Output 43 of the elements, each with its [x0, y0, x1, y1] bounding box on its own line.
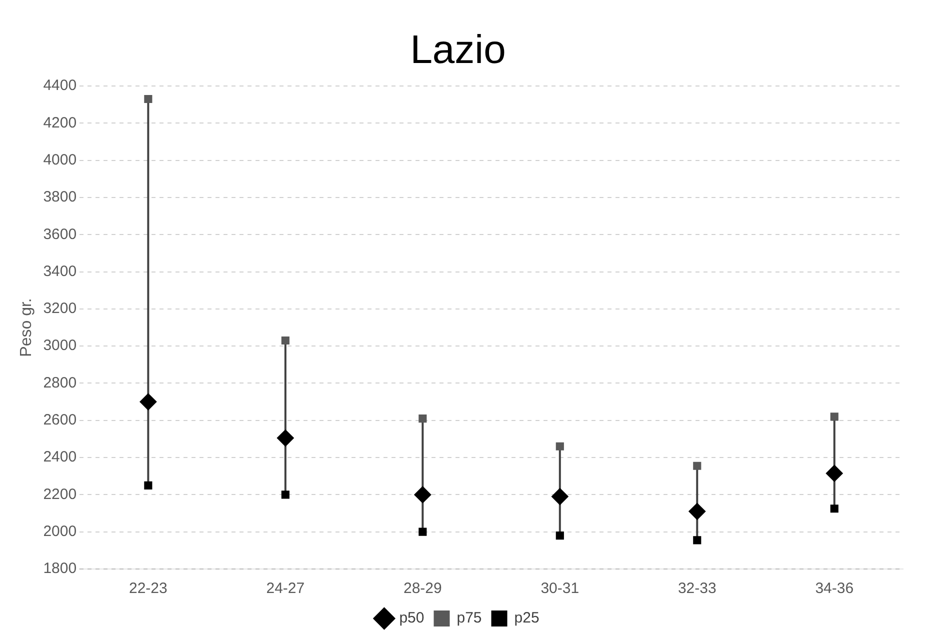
point — [830, 504, 838, 513]
point — [144, 94, 152, 104]
point — [693, 462, 702, 470]
y-tick-label: 4400 — [43, 77, 77, 94]
y-tick-label: 2000 — [43, 522, 77, 540]
y-tick-label: 3800 — [43, 188, 77, 206]
x-tick-label: 32-33 — [678, 580, 716, 598]
point — [551, 488, 568, 506]
point — [826, 464, 843, 482]
x-tick-label: 30-31 — [540, 580, 580, 598]
legend-label: p25 — [514, 610, 540, 627]
point — [276, 430, 294, 447]
x-tick-label: 28-29 — [403, 580, 442, 598]
y-tick-label: 4200 — [43, 114, 77, 132]
point — [281, 490, 290, 499]
chart-title: Lazio — [410, 28, 506, 72]
y-tick-label: 3000 — [43, 337, 77, 354]
y-tick-label: 2600 — [43, 412, 77, 429]
x-tick-label: 24-27 — [266, 580, 305, 598]
point — [414, 486, 432, 504]
y-tick-label: 2200 — [43, 486, 77, 503]
legend-label: p50 — [399, 610, 424, 627]
point — [281, 336, 290, 345]
x-tick-label: 22-23 — [129, 580, 168, 598]
point — [556, 532, 564, 540]
point — [140, 393, 157, 410]
point — [418, 528, 427, 536]
y-axis-title: Peso gr. — [18, 298, 36, 357]
point — [418, 414, 427, 423]
y-tick-label: 3400 — [43, 262, 77, 280]
y-tick-label: 1800 — [43, 560, 77, 578]
point — [830, 412, 838, 421]
x-tick-label: 34-36 — [815, 580, 854, 598]
y-tick-label: 2800 — [43, 374, 77, 392]
legend-label: p75 — [456, 610, 482, 627]
point — [688, 502, 706, 520]
y-tick-label: 4000 — [43, 151, 77, 168]
y-tick-label: 2400 — [43, 448, 77, 466]
point — [144, 481, 152, 490]
point — [556, 442, 564, 450]
y-tick-label: 3200 — [43, 300, 77, 318]
point — [693, 536, 702, 544]
y-tick-label: 3600 — [43, 226, 77, 243]
